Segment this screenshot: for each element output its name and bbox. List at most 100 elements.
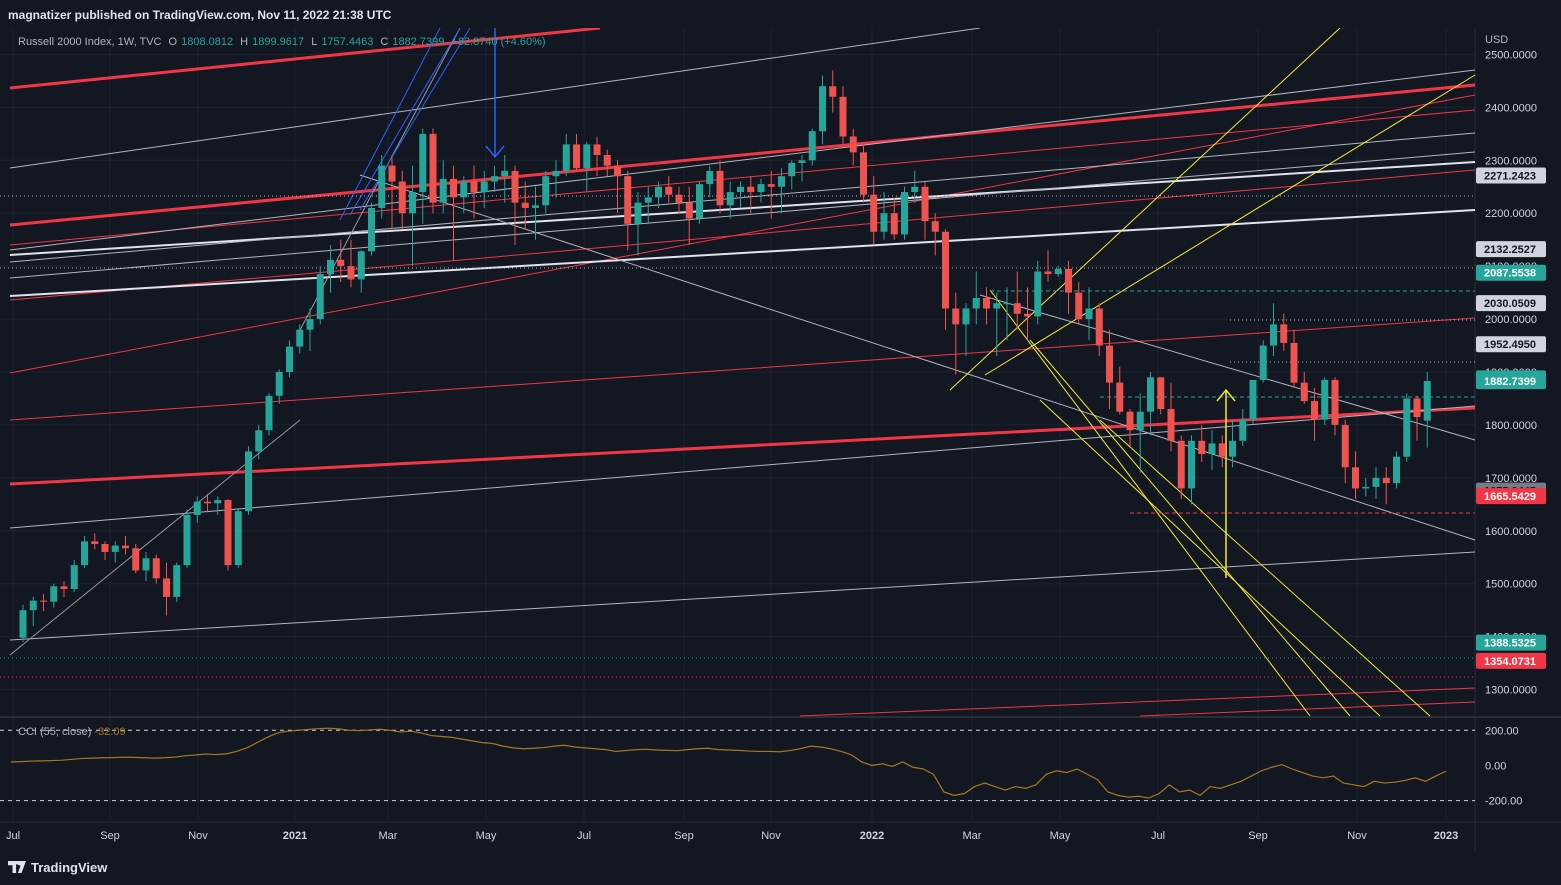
candle-body (521, 202, 529, 208)
candle-body (142, 558, 150, 571)
price-label-text: 1952.4950 (1484, 339, 1536, 351)
candle-body (665, 186, 673, 195)
blue-arrow-head (485, 145, 505, 159)
candle-body (327, 259, 334, 275)
price-chart[interactable]: 1300.00001400.00001500.00001600.00001700… (0, 0, 1561, 852)
chart-background (0, 0, 1561, 852)
yellow-trendline (989, 289, 1311, 717)
candle-body (593, 144, 601, 156)
candle-body (747, 186, 755, 193)
candle-body (347, 266, 355, 280)
candle-body (224, 500, 232, 566)
candle-body (931, 221, 939, 232)
candle-body (1065, 268, 1072, 293)
candle-body (1034, 271, 1042, 317)
candle-body (1116, 382, 1124, 412)
candle-body (1300, 382, 1308, 402)
candle-body (870, 194, 878, 232)
candle-body (1362, 486, 1370, 489)
candle-body (204, 501, 211, 504)
red-trendline (9, 169, 1476, 301)
candle-body (552, 170, 560, 177)
grey-trendline (9, 405, 1476, 529)
price-label-text: 1665.5429 (1484, 491, 1536, 503)
candle-body (1280, 324, 1288, 343)
low-value: 1757.4463 (321, 36, 374, 48)
time-tick-label: Sep (1248, 830, 1268, 842)
candle-body (1085, 308, 1093, 320)
candle-body (1382, 477, 1390, 484)
time-tick-label: Jul (1151, 830, 1165, 842)
candle-body (1331, 379, 1339, 425)
candle-body (50, 586, 58, 602)
price-tick-label: 2000.0000 (1485, 314, 1537, 326)
grey-trendline (9, 69, 1476, 251)
yellow-trendline (1029, 339, 1351, 717)
symbol-legend[interactable]: Russell 2000 Index, 1W, TVC O 1808.0812 H… (18, 36, 550, 48)
time-tick-label: Jul (6, 830, 20, 842)
candle-body (1208, 443, 1216, 455)
candle-body (368, 207, 375, 252)
candle-body (962, 308, 970, 325)
candle-body (942, 231, 949, 309)
candle-body (788, 162, 796, 177)
cci-tick-label: 0.00 (1485, 760, 1506, 772)
candle-body (1413, 398, 1421, 417)
candle-body (470, 181, 478, 193)
candle-body (40, 600, 47, 602)
grey-trendline (979, 294, 1476, 441)
candle-body (1259, 345, 1267, 380)
candle-body (265, 395, 273, 431)
candle-body (70, 565, 78, 589)
candle-body (429, 133, 437, 203)
time-tick-label: May (476, 830, 497, 842)
cci-legend[interactable]: CCI (55, close) -32.09 (18, 726, 126, 738)
candle-body (111, 545, 119, 552)
price-tick-label: 2300.0000 (1485, 155, 1537, 167)
yellow-trendline (984, 74, 1476, 376)
candle-body (778, 176, 785, 187)
candle-body (357, 251, 365, 280)
high-label: H (240, 36, 249, 48)
candle-body (819, 86, 826, 132)
grey-trendline (359, 174, 1476, 541)
candle-body (573, 144, 580, 169)
cci-line (10, 727, 1447, 799)
close-label: C (380, 36, 389, 48)
candle-body (60, 586, 68, 589)
price-label-box (1476, 264, 1546, 281)
price-label-box (1476, 241, 1546, 258)
price-tick-label: 1300.0000 (1485, 685, 1537, 697)
candle-body (757, 184, 765, 193)
candle-body (388, 165, 396, 182)
yellow-trendline (1099, 419, 1431, 717)
candle-body (152, 558, 160, 579)
candle-body (132, 548, 140, 571)
candle-body (286, 346, 293, 372)
open-value: 1808.0812 (181, 36, 234, 48)
time-tick-label: Mar (379, 830, 398, 842)
candle-body (1403, 398, 1411, 457)
blue-trendline (339, 27, 441, 221)
price-label-box (1476, 488, 1546, 505)
tradingview-logo-icon (8, 861, 26, 873)
tradingview-logo[interactable]: TradingView (8, 860, 107, 875)
yellow-trendline (1039, 399, 1381, 717)
time-tick-label: May (1050, 830, 1071, 842)
candle-body (1003, 303, 1011, 305)
time-tick-label: Nov (1347, 830, 1367, 842)
candle-body (173, 565, 181, 597)
candle-body (839, 96, 847, 137)
candle-body (562, 144, 570, 171)
price-label-text: 2132.2527 (1484, 244, 1536, 256)
candle-body (952, 308, 960, 325)
candle-body (29, 600, 37, 611)
candle-body (1147, 377, 1154, 412)
candle-body (1013, 303, 1021, 314)
red-trendline (9, 109, 1476, 246)
candle-body (439, 178, 447, 203)
candle-body (1126, 411, 1134, 431)
candle-body (614, 165, 621, 177)
close-value: 1882.7399 (392, 36, 445, 48)
price-label-text: 2271.2423 (1484, 171, 1536, 183)
